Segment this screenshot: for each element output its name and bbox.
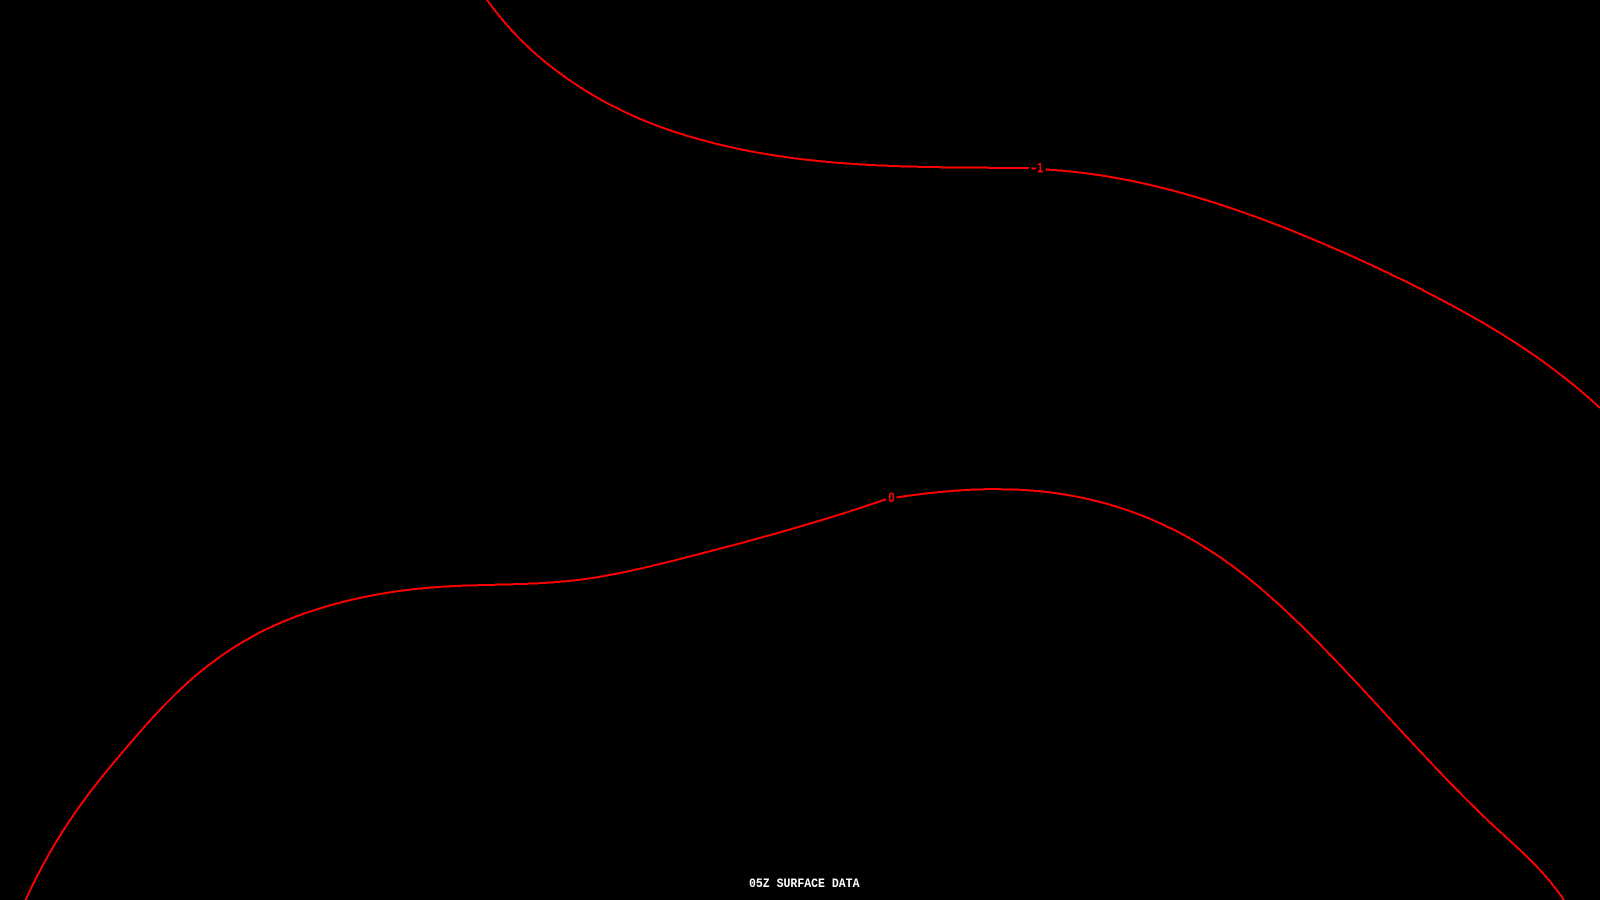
svg-text:05Z SURFACE DATA: 05Z SURFACE DATA xyxy=(749,876,860,891)
